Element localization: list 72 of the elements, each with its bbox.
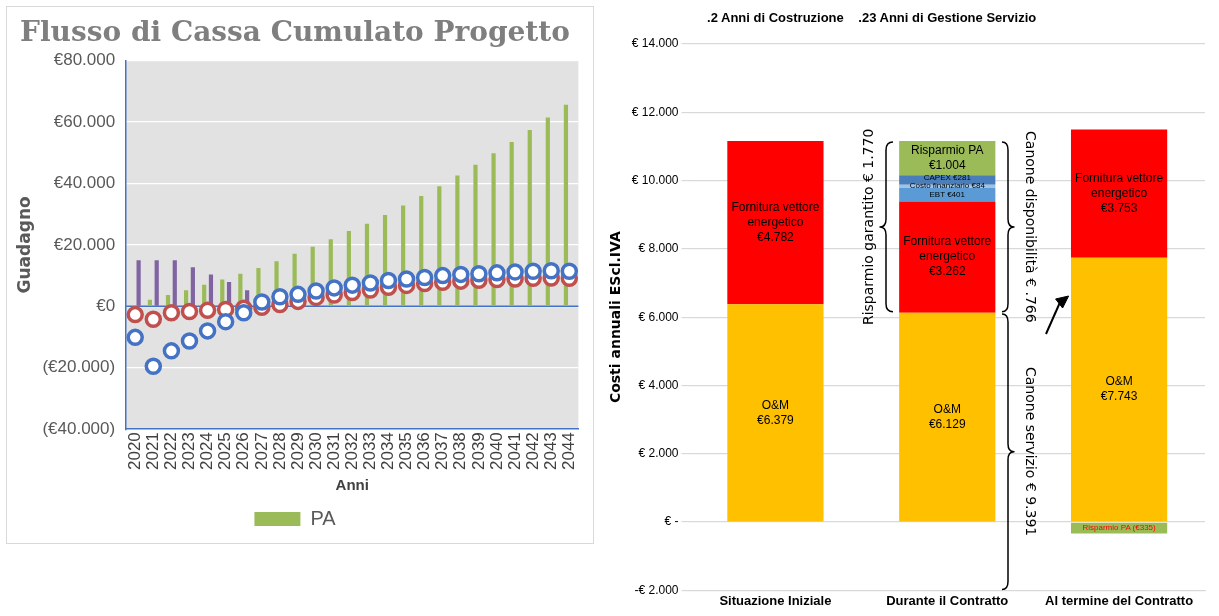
x-tick-label: 2020 bbox=[124, 432, 144, 471]
text: Fornitura vettore energetico bbox=[903, 234, 992, 264]
x-tick-label: 2021 bbox=[142, 432, 162, 471]
y-tick-label: € 10.000 bbox=[631, 172, 679, 187]
annotation: Risparmio garantito € 1.770 bbox=[859, 128, 876, 326]
series-label: Fornitura vettore energetico bbox=[731, 199, 820, 229]
y-tick-label: € 8.000 bbox=[638, 241, 679, 256]
series-label: O&M bbox=[761, 397, 790, 412]
text: .2 Anni di Costruzione bbox=[707, 9, 844, 25]
y-tick-label: (€40.000) bbox=[42, 418, 116, 438]
text: Risparmio PA (€335) bbox=[1082, 523, 1156, 533]
x-axis-title: Anni bbox=[335, 476, 369, 494]
x-tick-label: Al termine del Contratto bbox=[1045, 592, 1194, 608]
y-tick-label: € 4.000 bbox=[638, 377, 679, 392]
x-tick-label: 2041 bbox=[504, 432, 524, 471]
y-tick-label: € 14.000 bbox=[631, 36, 679, 51]
series-label: Risparmio PA bbox=[911, 142, 984, 157]
x-tick-label: 2027 bbox=[251, 432, 271, 471]
data-label: €3.262 bbox=[928, 264, 966, 279]
x-tick-label: 2035 bbox=[396, 432, 416, 471]
chart-title: Flusso di Cassa Cumulato Progetto bbox=[20, 15, 570, 49]
y-tick-label: €40.000 bbox=[53, 173, 116, 193]
x-tick-label: 2043 bbox=[540, 432, 560, 471]
y-tick-label: € 2.000 bbox=[638, 446, 679, 461]
y-tick-label: €60.000 bbox=[53, 111, 116, 131]
y-tick-label: €0 bbox=[96, 296, 116, 316]
x-tick-label: 2040 bbox=[486, 432, 506, 471]
y-tick-label: -€ 2.000 bbox=[634, 582, 679, 597]
text: .23 Anni di Gestione Servizio bbox=[858, 9, 1037, 25]
data-label: €6.379 bbox=[757, 412, 795, 427]
y-tick-label: €80.000 bbox=[53, 50, 116, 70]
x-tick-label: 2034 bbox=[378, 432, 398, 471]
legend-label: PA bbox=[310, 506, 337, 529]
x-tick-label: 2031 bbox=[323, 432, 343, 471]
y-tick-label: € - bbox=[664, 514, 679, 529]
x-tick-label: 2039 bbox=[468, 432, 488, 471]
y-tick-label: € 6.000 bbox=[638, 309, 679, 324]
x-tick-label: 2022 bbox=[161, 432, 181, 471]
x-tick-label: 2037 bbox=[432, 432, 452, 471]
x-tick-label: 2033 bbox=[360, 432, 380, 471]
data-label: €4.782 bbox=[757, 229, 795, 244]
x-tick-label: 2044 bbox=[559, 432, 579, 471]
text: EBT €401 bbox=[929, 189, 965, 199]
data-label: €1.004 bbox=[928, 157, 966, 172]
text: Costo finanziario €84 bbox=[909, 181, 985, 191]
y-tick-label: € 12.000 bbox=[631, 104, 679, 119]
x-tick-label: 2025 bbox=[215, 432, 235, 471]
text: CAPEX €281 bbox=[923, 172, 971, 182]
x-tick-label: 2030 bbox=[305, 432, 325, 471]
data-label: €3.753 bbox=[1100, 200, 1138, 215]
y-axis-title: Costi annuali EScl.IVA bbox=[607, 231, 624, 404]
data-label: €6.129 bbox=[928, 416, 966, 431]
y-tick-label: €20.000 bbox=[53, 234, 116, 254]
x-tick-label: 2036 bbox=[414, 432, 434, 471]
y-axis-title: Guadagno bbox=[13, 196, 34, 294]
x-tick-label: 2038 bbox=[450, 432, 470, 471]
text: O&M bbox=[1105, 374, 1133, 389]
x-tick-label: 2028 bbox=[269, 432, 289, 471]
text: O&M bbox=[933, 401, 961, 416]
x-tick-label: 2023 bbox=[179, 432, 199, 471]
x-tick-label: 2024 bbox=[197, 432, 217, 471]
x-tick-label: 2032 bbox=[341, 432, 361, 471]
data-label: €7.743 bbox=[1100, 389, 1138, 404]
x-tick-label: Situazione Iniziale bbox=[719, 592, 832, 608]
text: Fornitura vettore energetico bbox=[1075, 170, 1164, 200]
x-tick-label: 2042 bbox=[522, 432, 542, 471]
x-tick-label: 2026 bbox=[233, 432, 253, 471]
x-tick-label: 2029 bbox=[287, 432, 307, 471]
annotation: Canone disponibilità € .766 bbox=[1022, 131, 1039, 323]
annotation: Canone servizio € 9.391 bbox=[1022, 366, 1039, 537]
y-tick-label: (€20.000) bbox=[42, 357, 116, 377]
x-tick-label: Durante il Contratto bbox=[886, 592, 1009, 608]
